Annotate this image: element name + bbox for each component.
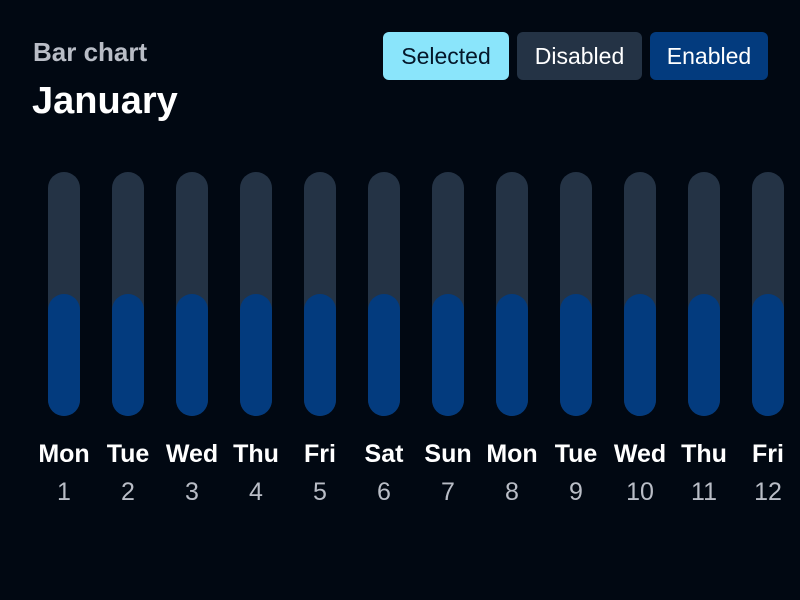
bar-group[interactable]: Wed 10 bbox=[614, 172, 666, 506]
bar[interactable] bbox=[752, 294, 784, 416]
bar[interactable] bbox=[560, 294, 592, 416]
date-label: 12 bbox=[754, 478, 782, 506]
date-label: 3 bbox=[185, 478, 199, 506]
bar[interactable] bbox=[368, 294, 400, 416]
bar[interactable] bbox=[112, 294, 144, 416]
day-label: Sat bbox=[365, 440, 405, 468]
day-label: Fri bbox=[304, 440, 336, 468]
date-label: 6 bbox=[377, 478, 391, 506]
bar-group[interactable]: Mon 8 bbox=[486, 172, 538, 506]
date-label: 2 bbox=[121, 478, 135, 506]
bar-group[interactable]: Mon 1 bbox=[38, 172, 90, 506]
day-label: Tue bbox=[555, 440, 598, 468]
day-label: Tue bbox=[107, 440, 150, 468]
day-label: Thu bbox=[681, 440, 727, 468]
day-label: Fri bbox=[752, 440, 784, 468]
bar[interactable] bbox=[304, 294, 336, 416]
bar-group[interactable]: Thu 4 bbox=[233, 172, 279, 506]
selected-chip[interactable]: Selected bbox=[383, 32, 509, 80]
day-label: Thu bbox=[233, 440, 279, 468]
date-label: 5 bbox=[313, 478, 327, 506]
bar-group[interactable]: Thu 11 bbox=[681, 172, 727, 506]
date-label: 9 bbox=[569, 478, 583, 506]
bar[interactable] bbox=[432, 294, 464, 416]
bar-group[interactable]: Tue 9 bbox=[555, 172, 598, 506]
chart-subtitle: Bar chart bbox=[33, 37, 148, 67]
day-label: Wed bbox=[614, 440, 666, 468]
disabled-chip[interactable]: Disabled bbox=[517, 32, 642, 80]
date-label: 4 bbox=[249, 478, 263, 506]
date-label: 1 bbox=[57, 478, 71, 506]
enabled-chip[interactable]: Enabled bbox=[650, 32, 768, 80]
bar-group[interactable]: Wed 3 bbox=[166, 172, 218, 506]
day-label: Wed bbox=[166, 440, 218, 468]
chart-title: January bbox=[32, 80, 178, 122]
bar-group[interactable]: Sun 7 bbox=[424, 172, 472, 506]
bar-group[interactable]: Fri 12 bbox=[752, 172, 784, 506]
bar-group[interactable]: Sat 6 bbox=[365, 172, 405, 506]
bar[interactable] bbox=[48, 294, 80, 416]
date-label: 7 bbox=[441, 478, 455, 506]
date-label: 10 bbox=[626, 478, 654, 506]
day-label: Sun bbox=[424, 440, 471, 468]
bar[interactable] bbox=[688, 294, 720, 416]
day-label: Mon bbox=[486, 440, 537, 468]
date-label: 8 bbox=[505, 478, 519, 506]
date-label: 11 bbox=[691, 478, 717, 506]
bar-group[interactable]: Tue 2 bbox=[107, 172, 150, 506]
day-label: Mon bbox=[38, 440, 89, 468]
bar[interactable] bbox=[624, 294, 656, 416]
bar[interactable] bbox=[176, 294, 208, 416]
bar-group[interactable]: Fri 5 bbox=[304, 172, 336, 506]
bar[interactable] bbox=[240, 294, 272, 416]
bar[interactable] bbox=[496, 294, 528, 416]
